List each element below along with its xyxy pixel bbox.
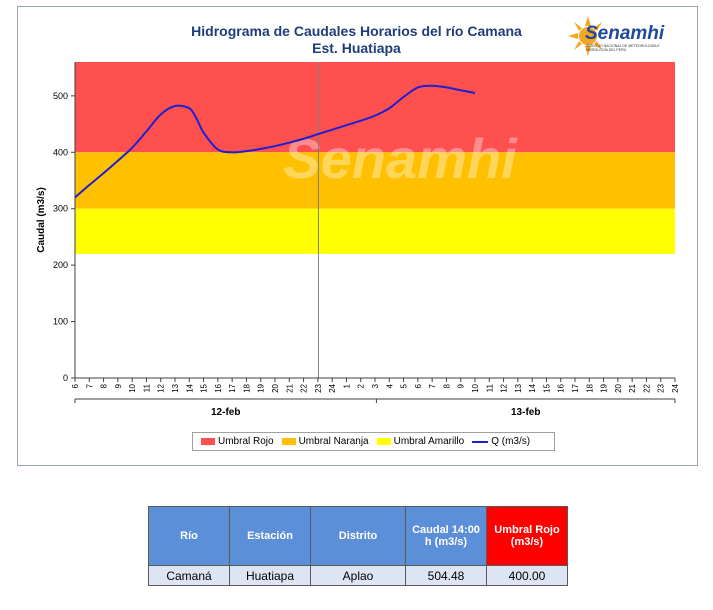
watermark-text: Senamhi	[283, 127, 518, 190]
x-tick-label: 6	[414, 383, 423, 388]
day-label: 13-feb	[511, 407, 540, 418]
y-tick-label: 100	[53, 317, 68, 327]
cell-distrito: Aplao	[310, 565, 406, 586]
x-tick-label: 10	[128, 383, 137, 392]
header-caudal: Caudal 14:00 h (m3/s)	[405, 506, 487, 566]
legend-item-amarillo: Umbral Amarillo	[376, 436, 465, 447]
x-tick-label: 3	[371, 383, 380, 388]
header-estacion: Estación	[229, 506, 311, 566]
legend-label-amarillo: Umbral Amarillo	[393, 436, 465, 447]
series-line-q	[74, 84, 476, 199]
header-rio: Río	[148, 506, 230, 566]
legend-label-rojo: Umbral Rojo	[218, 436, 274, 447]
x-tick-label: 21	[285, 383, 294, 392]
x-tick-label: 13	[171, 383, 180, 392]
legend-swatch-naranja	[281, 438, 296, 445]
x-tick-label: 17	[571, 383, 580, 392]
x-tick-label: 20	[271, 383, 280, 392]
x-tick-label: 18	[585, 383, 594, 392]
x-tick-label: 22	[642, 383, 651, 392]
x-tick-label: 19	[600, 383, 609, 392]
threshold-band-2	[75, 208, 675, 254]
y-axis-label: Caudal (m3/s)	[36, 187, 47, 253]
legend-item-q: Q (m3/s)	[472, 436, 530, 447]
threshold-band-0	[75, 62, 675, 153]
x-tick-label: 8	[442, 383, 451, 388]
table-header-row: Río Estación Distrito Caudal 14:00 h (m3…	[148, 506, 568, 566]
x-tick-label: 12	[500, 383, 509, 392]
x-tick-label: 2	[357, 383, 366, 388]
header-umbral-rojo: Umbral Rojo (m3/s)	[486, 506, 568, 566]
x-tick-label: 6	[71, 383, 80, 388]
x-tick-label: 17	[228, 383, 237, 392]
x-tick-label: 7	[428, 383, 437, 388]
x-tick-label: 8	[100, 383, 109, 388]
threshold-band-1	[75, 152, 675, 209]
y-tick-label: 300	[53, 204, 68, 214]
senamhi-sun-icon	[568, 16, 602, 56]
logo-subtitle: SERVICIO NACIONAL DE METEOROLOGÍA E HIDR…	[586, 44, 660, 52]
legend-swatch-rojo	[201, 438, 215, 445]
x-tick-label: 15	[542, 383, 551, 392]
x-tick-label: 11	[485, 383, 494, 392]
cell-caudal: 504.48	[405, 565, 487, 586]
table-row: Camaná Huatiapa Aplao 504.48 400.00	[148, 565, 568, 586]
x-tick-label: 5	[400, 383, 409, 388]
x-tick-label: 10	[471, 383, 480, 392]
day-label: 12-feb	[211, 407, 240, 418]
legend-label-q: Q (m3/s)	[491, 436, 531, 447]
x-tick-label: 16	[214, 383, 223, 392]
x-tick-label: 16	[557, 383, 566, 392]
cell-estacion: Huatiapa	[229, 565, 311, 586]
x-tick-label: 15	[200, 383, 209, 392]
legend-swatch-amarillo	[376, 438, 391, 445]
y-tick-label: 400	[53, 147, 68, 157]
x-tick-label: 4	[385, 383, 394, 388]
header-distrito: Distrito	[310, 506, 406, 566]
x-tick-label: 19	[257, 383, 266, 392]
x-tick-label: 14	[185, 383, 194, 392]
y-tick-label: 0	[63, 373, 68, 383]
x-tick-label: 14	[528, 383, 537, 392]
x-tick-label: 1	[342, 383, 351, 388]
x-tick-label: 24	[671, 383, 680, 392]
x-tick-label: 22	[300, 383, 309, 392]
x-tick-label: 23	[657, 383, 666, 392]
x-tick-label: 20	[614, 383, 623, 392]
y-tick-label: 200	[53, 260, 68, 270]
x-tick-label: 9	[457, 383, 466, 388]
legend-swatch-q	[472, 440, 489, 443]
chart-subtitle: Est. Huatiapa	[312, 40, 401, 56]
x-tick-label: 24	[328, 383, 337, 392]
x-tick-label: 7	[85, 383, 94, 388]
x-tick-label: 9	[114, 383, 123, 388]
y-tick-label: 500	[53, 91, 68, 101]
x-tick-label: 23	[314, 383, 323, 392]
x-tick-label: 13	[514, 383, 523, 392]
sun-rays	[568, 16, 602, 56]
chart-title: Hidrograma de Caudales Horarios del río …	[191, 23, 522, 39]
chart-legend: Umbral Rojo Umbral Naranja Umbral Amaril…	[192, 432, 555, 451]
station-table: Río Estación Distrito Caudal 14:00 h (m3…	[148, 506, 568, 586]
cell-rio: Camaná	[148, 565, 230, 586]
x-tick-label: 21	[628, 383, 637, 392]
legend-item-naranja: Umbral Naranja	[281, 436, 369, 447]
legend-item-rojo: Umbral Rojo	[201, 436, 274, 447]
x-tick-label: 12	[157, 383, 166, 392]
legend-label-naranja: Umbral Naranja	[298, 436, 369, 447]
logo-wordmark: Senamhi	[585, 23, 665, 44]
x-tick-label: 11	[142, 383, 151, 392]
cell-umbral-rojo: 400.00	[486, 565, 568, 586]
x-tick-label: 18	[242, 383, 251, 392]
